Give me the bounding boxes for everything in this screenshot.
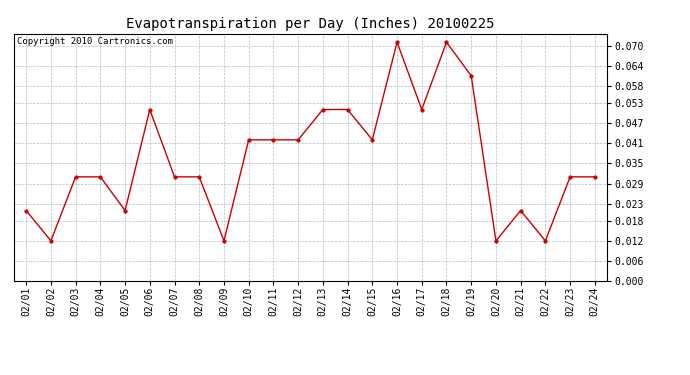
Title: Evapotranspiration per Day (Inches) 20100225: Evapotranspiration per Day (Inches) 2010… — [126, 17, 495, 31]
Text: Copyright 2010 Cartronics.com: Copyright 2010 Cartronics.com — [17, 38, 172, 46]
